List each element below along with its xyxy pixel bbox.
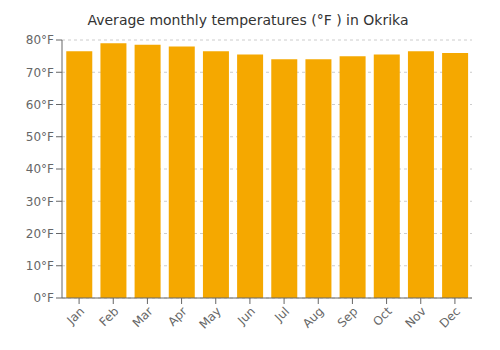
svg-text:Jun: Jun — [234, 304, 258, 328]
svg-text:Dec: Dec — [437, 304, 463, 330]
svg-text:80°F: 80°F — [26, 33, 54, 47]
html-text:Average monthly temperatures (: Average monthly temperatures (°F ) in Ok… — [87, 12, 409, 28]
svg-text:Mar: Mar — [130, 304, 156, 330]
svg-text:20°F: 20°F — [26, 227, 54, 241]
svg-text:Aug: Aug — [300, 304, 326, 330]
svg-text:10°F: 10°F — [26, 259, 54, 273]
svg-text:Oct: Oct — [370, 304, 395, 329]
svg-text:40°F: 40°F — [26, 162, 54, 176]
svg-text:60°F: 60°F — [26, 98, 54, 112]
svg-text:50°F: 50°F — [26, 130, 54, 144]
svg-text:30°F: 30°F — [26, 195, 54, 209]
svg-text:Jan: Jan — [64, 304, 88, 328]
svg-text:0°F: 0°F — [33, 291, 54, 305]
svg-text:Jul: Jul — [271, 304, 292, 325]
svg-text:Sep: Sep — [335, 304, 361, 330]
svg-text:Apr: Apr — [165, 304, 190, 329]
svg-text:Feb: Feb — [96, 304, 121, 329]
svg-text:Nov: Nov — [402, 304, 428, 330]
svg-text:May: May — [196, 304, 223, 331]
svg-text:70°F: 70°F — [26, 66, 54, 80]
